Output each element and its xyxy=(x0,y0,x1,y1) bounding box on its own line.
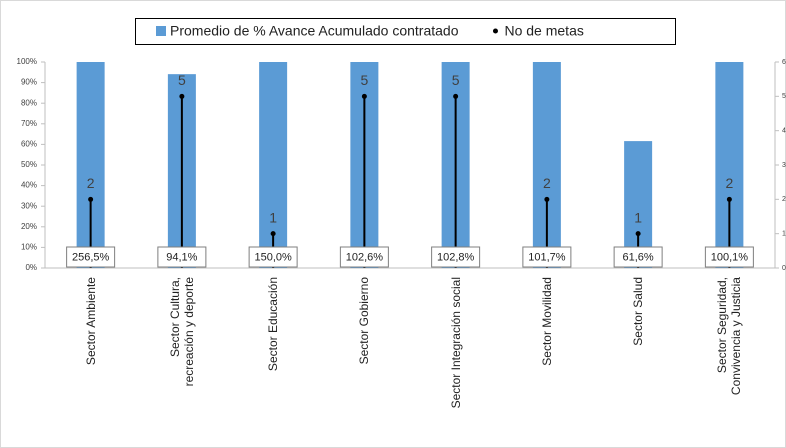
legend-label: Promedio de % Avance Acumulado contratad… xyxy=(170,23,459,39)
value-label-box xyxy=(248,246,298,268)
y-tick-label: 40% xyxy=(21,181,37,190)
value-label: 150,0% xyxy=(254,251,292,263)
value-label-box xyxy=(431,246,481,268)
x-tick-label: Sector Movilidad xyxy=(539,277,554,366)
x-tick-label: Sector Educación xyxy=(266,277,281,372)
y-tick-label: 100% xyxy=(17,57,37,66)
point xyxy=(726,196,732,202)
value-label-box xyxy=(157,246,207,268)
x-tick-label: Sector Seguridad, Convivencia y Justicia xyxy=(715,277,744,396)
point-label: 1 xyxy=(269,209,277,225)
y-tick-label: 0% xyxy=(25,263,37,272)
y2-tick-label: 6 xyxy=(782,59,786,66)
point xyxy=(544,196,550,202)
y2-tick-label: 3 xyxy=(782,162,786,169)
point-label: 2 xyxy=(543,175,551,191)
value-label-box xyxy=(66,246,116,268)
x-tick-label: Sector Integración social xyxy=(448,277,463,409)
point-label: 5 xyxy=(178,72,186,88)
value-label: 100,1% xyxy=(711,251,749,263)
y-tick-label: 60% xyxy=(21,140,37,149)
value-label: 94,1% xyxy=(166,251,197,263)
y2-tick-label: 4 xyxy=(782,128,786,135)
point xyxy=(179,93,185,99)
x-tick-label: Sector Gobierno xyxy=(357,277,372,365)
y-tick-label: 80% xyxy=(21,98,37,107)
value-label-box xyxy=(339,246,389,268)
point xyxy=(453,93,459,99)
value-label: 256,5% xyxy=(72,251,110,263)
value-label: 101,7% xyxy=(528,251,566,263)
labels: 2 5 1 5 5 2 1 2 256,5% 94,1% 150,0% 102,6% 102,8% 101… xyxy=(66,72,754,268)
y2-tick-label: 0 xyxy=(782,265,786,272)
point xyxy=(361,93,367,99)
x-tick-label: Sector Ambiente xyxy=(83,277,98,366)
y-tick-label: 70% xyxy=(21,119,37,128)
legend-label: No de metas xyxy=(504,23,583,39)
point-label: 2 xyxy=(87,175,95,191)
y-tick-label: 10% xyxy=(21,243,37,252)
legend-swatch xyxy=(156,26,166,36)
y-tick-label: 20% xyxy=(21,222,37,231)
point xyxy=(88,196,94,202)
y2-tick-label: 2 xyxy=(782,196,786,203)
y2-tick-label: 1 xyxy=(782,231,786,238)
y-tick-label: 90% xyxy=(21,78,37,87)
point xyxy=(270,231,276,237)
point-label: 5 xyxy=(452,72,460,88)
y-tick-label: 50% xyxy=(21,160,37,169)
y-tick-label: 30% xyxy=(21,201,37,210)
point-label: 5 xyxy=(360,72,368,88)
x-tick-label: Sector Salud xyxy=(631,277,646,346)
legend-marker xyxy=(492,28,498,34)
value-label-box xyxy=(613,246,663,268)
legend-box xyxy=(135,18,676,45)
value-label-box xyxy=(522,246,572,268)
point-label: 1 xyxy=(634,209,642,225)
point xyxy=(635,231,641,237)
value-label: 102,6% xyxy=(346,251,384,263)
value-label: 102,8% xyxy=(437,251,475,263)
value-label: 61,6% xyxy=(623,251,654,263)
y2-tick-label: 5 xyxy=(782,93,786,100)
point-label: 2 xyxy=(725,175,733,191)
plot-area xyxy=(76,62,744,268)
value-label-box xyxy=(704,246,754,268)
x-tick-label: Sector Cultura, recreación y deporte xyxy=(167,277,196,387)
